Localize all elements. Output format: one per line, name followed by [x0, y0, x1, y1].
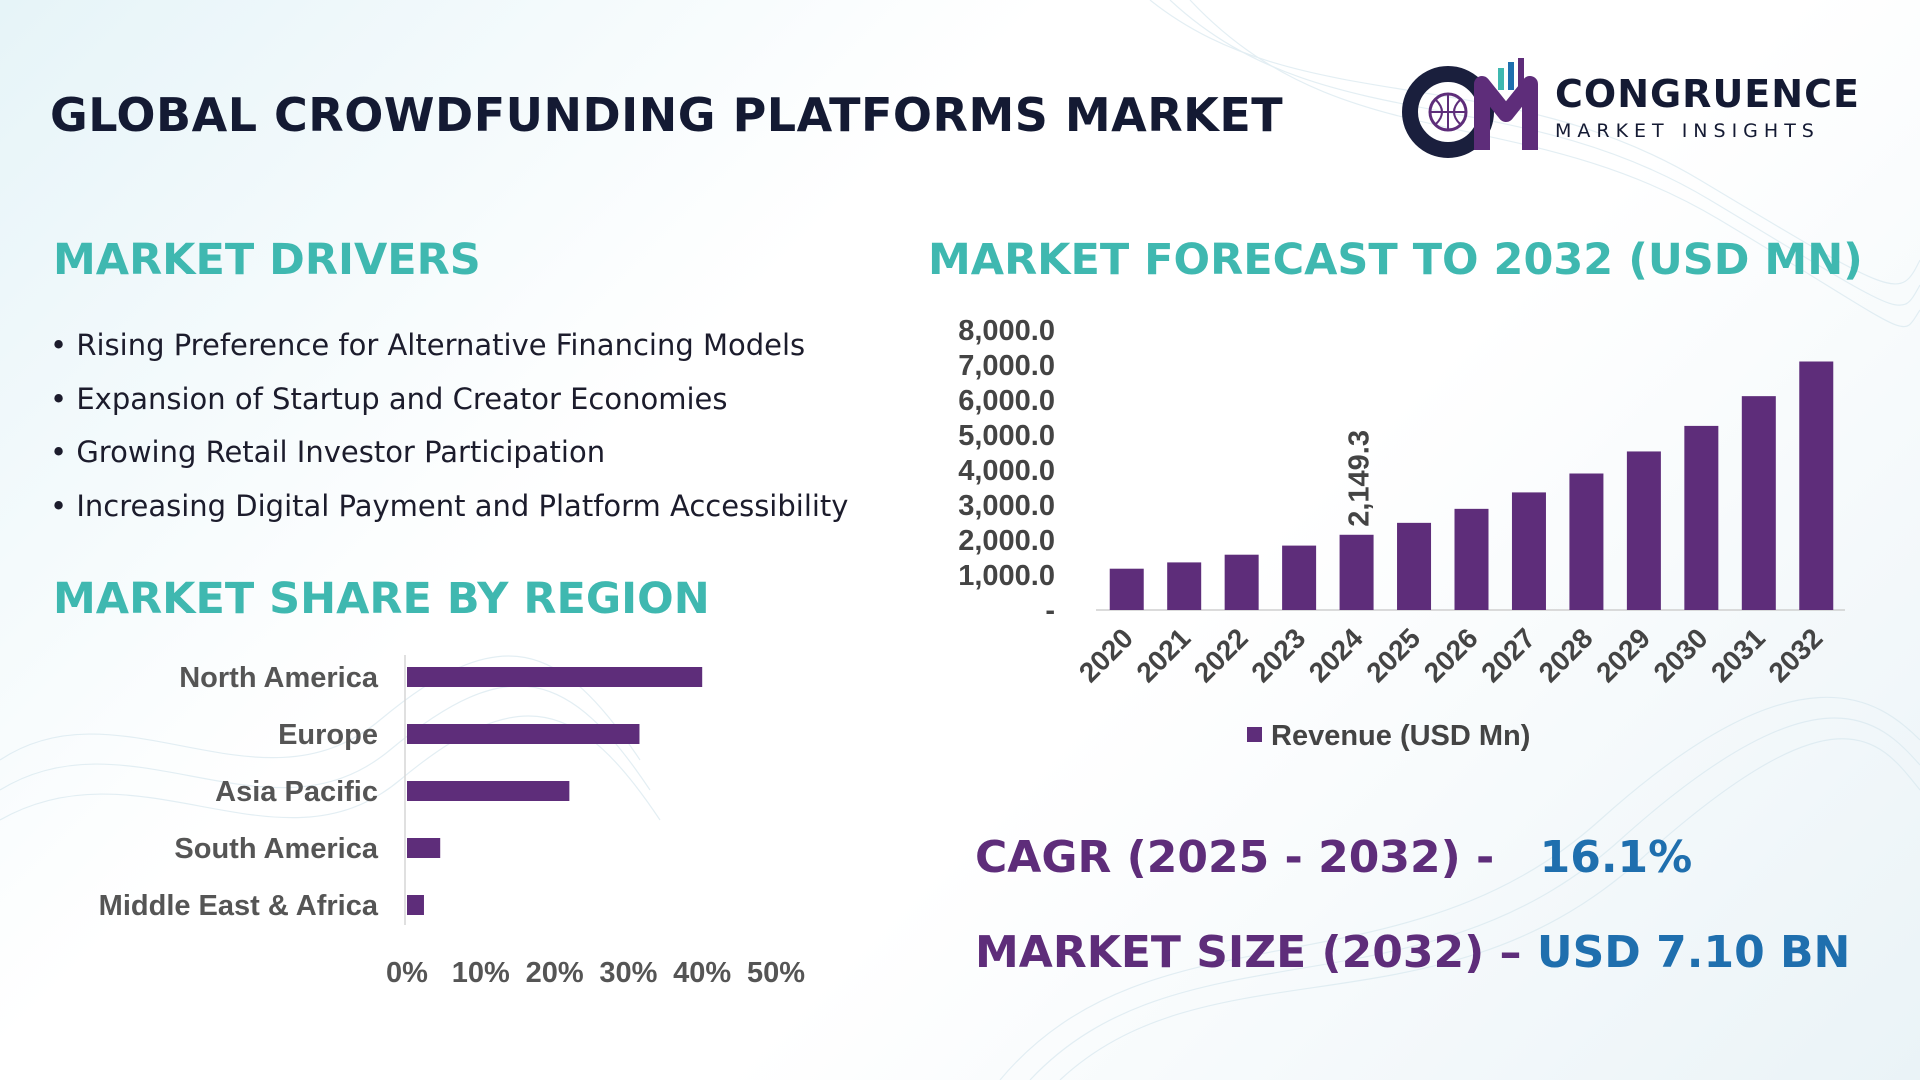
region-x-tick-label: 0% [386, 957, 428, 989]
cagr-value: 16.1% [1539, 832, 1693, 883]
region-x-tick-label: 40% [673, 957, 731, 989]
forecast-bar [1799, 361, 1834, 610]
region-heading: MARKET SHARE BY REGION [53, 574, 710, 624]
y-tick-label: 5,000.0 [958, 420, 1055, 452]
y-tick-label: 2,000.0 [958, 525, 1055, 557]
forecast-bar [1569, 473, 1604, 610]
forecast-bar [1109, 568, 1144, 610]
driver-item: Expansion of Startup and Creator Economi… [50, 376, 848, 430]
market-size-label: MARKET SIZE (2032) – [975, 927, 1522, 978]
market-size-stat: MARKET SIZE (2032) – USD 7.10 BN [975, 927, 1850, 978]
region-x-tick-label: 20% [526, 957, 584, 989]
cagr-label: CAGR (2025 - 2032) - [975, 832, 1495, 883]
forecast-bar [1224, 554, 1259, 610]
region-bar [407, 781, 570, 801]
region-bar [407, 667, 703, 687]
drivers-heading: MARKET DRIVERS [53, 235, 481, 285]
y-tick-label: - [1045, 595, 1055, 627]
logo-tagline: MARKET INSIGHTS [1555, 120, 1820, 142]
forecast-bar [1626, 451, 1661, 610]
region-label: Middle East & Africa [99, 890, 379, 922]
region-bar [407, 724, 640, 744]
y-tick-label: 1,000.0 [958, 560, 1055, 592]
forecast-bar [1511, 492, 1546, 610]
forecast-bar [1741, 396, 1776, 610]
logo-name: CONGRUENCE [1555, 72, 1860, 116]
logo-mark-icon [1402, 58, 1538, 158]
region-bar [407, 895, 424, 915]
forecast-bar [1684, 425, 1719, 610]
legend-label: Revenue (USD Mn) [1271, 720, 1530, 752]
region-label: South America [174, 833, 378, 865]
driver-item: Growing Retail Investor Participation [50, 429, 848, 483]
forecast-heading: MARKET FORECAST TO 2032 (USD MN) [928, 235, 1863, 285]
forecast-bar [1282, 545, 1317, 610]
data-label: 2,149.3 [1344, 430, 1376, 527]
forecast-bar [1397, 522, 1432, 610]
region-label: Europe [278, 719, 378, 751]
forecast-bar [1339, 534, 1374, 610]
y-tick-label: 6,000.0 [958, 385, 1055, 417]
region-x-tick-label: 10% [452, 957, 510, 989]
page-title: GLOBAL CROWDFUNDING PLATFORMS MARKET [50, 88, 1284, 142]
forecast-bar [1167, 562, 1202, 610]
region-label: Asia Pacific [215, 776, 378, 808]
y-tick-label: 4,000.0 [958, 455, 1055, 487]
forecast-bar [1454, 508, 1489, 610]
driver-item: Increasing Digital Payment and Platform … [50, 483, 848, 537]
region-label: North America [179, 662, 379, 694]
driver-item: Rising Preference for Alternative Financ… [50, 322, 848, 376]
region-x-tick-label: 50% [747, 957, 805, 989]
y-tick-label: 7,000.0 [958, 350, 1055, 382]
region-bar [407, 838, 441, 858]
drivers-list: Rising Preference for Alternative Financ… [50, 322, 848, 536]
y-tick-label: 3,000.0 [958, 490, 1055, 522]
market-size-value: USD 7.10 BN [1536, 927, 1851, 978]
y-tick-label: 8,000.0 [958, 315, 1055, 347]
region-x-tick-label: 30% [599, 957, 657, 989]
legend-swatch [1247, 727, 1262, 742]
cagr-stat: CAGR (2025 - 2032) - 16.1% [975, 832, 1692, 883]
company-logo: CONGRUENCE MARKET INSIGHTS [1400, 54, 1880, 164]
